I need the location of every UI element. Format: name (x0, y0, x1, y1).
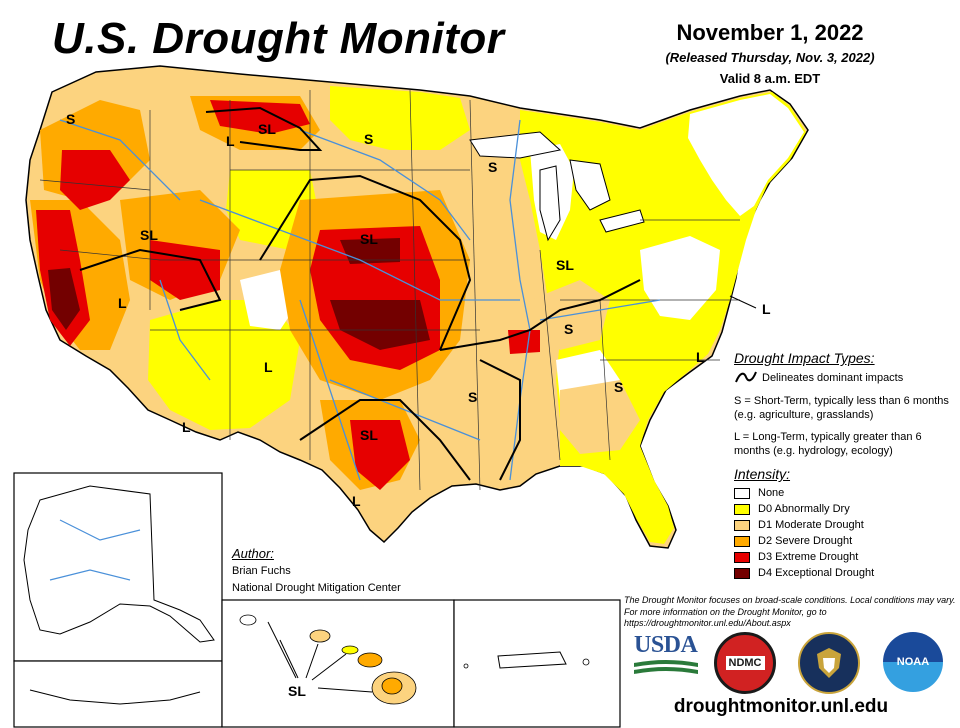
legend-none: None (734, 486, 784, 500)
label-s-arkansas: S (468, 389, 477, 405)
d3-montana (210, 100, 310, 134)
puerto-rico-shape (497, 651, 567, 669)
ndmc-wordmark: NDMC (725, 656, 765, 670)
pointer-l-northeast (729, 295, 757, 309)
usda-wordmark: USDA (634, 632, 698, 658)
d3-oregon (60, 150, 130, 210)
aleutian-islands (29, 689, 201, 705)
noaa-logo: NOAA (883, 632, 943, 692)
long-term-description: L = Long-Term, typically greater than 6 … (734, 431, 922, 457)
legend-swatch (734, 487, 750, 499)
legend-label: None (758, 487, 785, 499)
impact-boundaries (79, 106, 641, 481)
d0-west-interior (148, 300, 300, 430)
lake-superior (469, 131, 562, 159)
rivers (59, 119, 661, 481)
none-midatlantic (640, 236, 720, 320)
alaska-shape (23, 485, 215, 643)
legend-swatch (734, 503, 750, 515)
aleutian-inset-frame (13, 660, 223, 728)
short-term-description: S = Short-Term, typically less than 6 mo… (734, 395, 949, 421)
d3-mississippi (508, 330, 540, 354)
label-sl-nevada: SL (140, 227, 158, 243)
noaa-wordmark: NOAA (896, 656, 930, 668)
alaska-rivers (49, 519, 141, 581)
hawaii-inset-frame (221, 599, 455, 728)
hawaii-pointers (267, 621, 373, 693)
d4-california (48, 268, 80, 330)
lake-huron (569, 159, 611, 211)
impact-line-label: Delineates dominant impacts (762, 372, 904, 384)
label-sl-nebraska: SL (360, 231, 378, 247)
commerce-seal-logo (798, 632, 860, 694)
legend-d0: D0 Abnormally Dry (734, 502, 850, 516)
d4-kansas (330, 300, 430, 350)
label-sl-hawaii: SL (288, 683, 306, 699)
author-name: Brian Fuchs (232, 565, 291, 577)
label-sl-texas: SL (360, 427, 378, 443)
label-l-california: L (118, 295, 127, 311)
label-l-carolinas: L (696, 349, 705, 365)
impact-types-heading: Drought Impact Types: (734, 350, 875, 366)
lake-michigan (539, 165, 561, 242)
label-s-minnesota: S (488, 159, 497, 175)
vieques-island (582, 658, 590, 666)
legend-label: D4 Exceptional Drought (758, 567, 875, 579)
d1-southeast (560, 380, 640, 454)
legend-swatch (734, 519, 750, 531)
hawaii-islands (239, 614, 417, 705)
legend-swatch (734, 535, 750, 547)
legend-d3: D3 Extreme Drought (734, 550, 858, 564)
valid-time: Valid 8 a.m. EDT (719, 71, 821, 86)
legend-label: D1 Moderate Drought (758, 519, 864, 531)
author-heading: Author: (232, 546, 274, 561)
website-url[interactable]: droughtmonitor.unl.edu (673, 696, 889, 717)
label-sl-midwest: SL (556, 257, 574, 273)
label-l-northeast: L (762, 301, 771, 317)
author-organization: National Drought Mitigation Center (232, 582, 401, 594)
label-s-dakotas: S (364, 131, 373, 147)
lake-erie (599, 209, 645, 233)
ndmc-logo: NDMC (714, 632, 776, 694)
map-title: U.S. Drought Monitor (52, 14, 505, 63)
label-l-arizona: L (182, 419, 191, 435)
legend-swatch (734, 551, 750, 563)
usda-hills-icon (634, 660, 698, 674)
label-l-montana: L (226, 133, 235, 149)
none-northeast (688, 94, 804, 216)
mona-island (463, 663, 469, 669)
d0-montana (330, 86, 470, 150)
d3-texas (350, 420, 410, 490)
legend-label: D2 Severe Drought (758, 535, 853, 547)
state-lines (39, 89, 740, 491)
legend-d2: D2 Severe Drought (734, 534, 852, 548)
legend-d1: D1 Moderate Drought (734, 518, 864, 532)
legend-label: D3 Extreme Drought (758, 551, 859, 563)
release-date: (Released Thursday, Nov. 3, 2022) (665, 50, 875, 65)
label-sl-montana: SL (258, 121, 276, 137)
label-s-georgia: S (614, 379, 623, 395)
label-s-pacific-nw: S (66, 111, 75, 127)
eagle-shield-icon (817, 648, 841, 678)
label-l-new-mexico: L (264, 359, 273, 375)
legend-label: D0 Abnormally Dry (758, 503, 850, 515)
map-date: November 1, 2022 (676, 20, 864, 45)
legend-swatch (734, 567, 750, 579)
intensity-heading: Intensity: (734, 466, 791, 482)
impact-line-icon (735, 371, 757, 383)
legend-d4: D4 Exceptional Drought (734, 566, 874, 580)
usda-logo: USDA (634, 632, 698, 684)
disclaimer-text: The Drought Monitor focuses on broad-sca… (624, 595, 956, 628)
label-l-south-texas: L (352, 493, 361, 509)
label-s-kentucky: S (564, 321, 573, 337)
